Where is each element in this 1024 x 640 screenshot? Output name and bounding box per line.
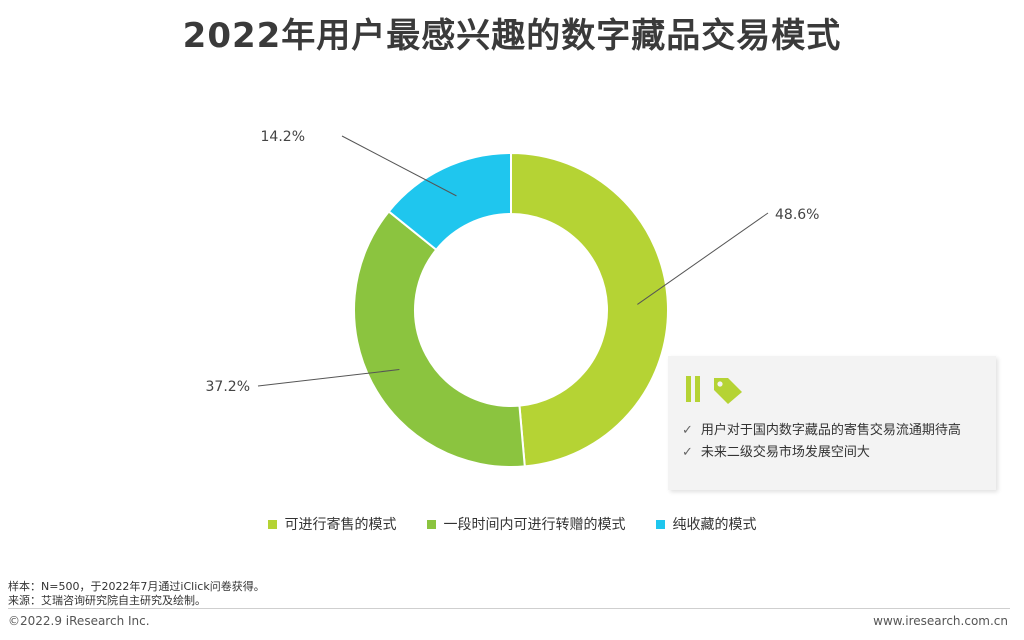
insight-item: ✓ 未来二级交易市场发展空间大 xyxy=(682,445,870,460)
slice-value-label: 37.2% xyxy=(206,379,250,395)
check-icon: ✓ xyxy=(682,423,693,438)
slice-transfer xyxy=(353,210,526,468)
page-title: 2022年用户最感兴趣的数字藏品交易模式 xyxy=(182,16,842,56)
slice-value-label: 48.6% xyxy=(775,207,819,223)
insight-box: ✓ 用户对于国内数字藏品的寄售交易流通期待高 ✓ 未来二级交易市场发展空间大 xyxy=(668,356,996,490)
quote-bars-icon xyxy=(686,376,700,402)
insight-icons xyxy=(686,376,742,404)
chart-legend: 可进行寄售的模式 一段时间内可进行转赠的模式 纯收藏的模式 xyxy=(0,514,1024,534)
leader-line xyxy=(341,135,457,197)
legend-item-resale: 可进行寄售的模式 xyxy=(267,514,397,534)
insight-list: ✓ 用户对于国内数字藏品的寄售交易流通期待高 ✓ 未来二级交易市场发展空间大 xyxy=(682,420,961,464)
legend-swatch xyxy=(426,519,436,529)
leader-line xyxy=(257,369,400,387)
legend-item-transfer: 一段时间内可进行转赠的模式 xyxy=(426,514,626,534)
check-icon: ✓ xyxy=(682,445,693,460)
source-footnote: 来源：艾瑞咨询研究院自主研究及绘制。 xyxy=(8,594,206,607)
slice-resale xyxy=(510,151,669,468)
footer-divider xyxy=(8,608,1010,609)
insight-item: ✓ 用户对于国内数字藏品的寄售交易流通期待高 xyxy=(682,423,961,438)
website-link[interactable]: www.iresearch.com.cn xyxy=(873,614,1008,628)
legend-item-collect: 纯收藏的模式 xyxy=(655,514,757,534)
leader-line xyxy=(637,212,769,305)
tag-icon xyxy=(714,378,742,404)
legend-swatch xyxy=(655,519,665,529)
slice-value-label: 14.2% xyxy=(261,129,305,145)
copyright-text: ©2022.9 iResearch Inc. xyxy=(8,614,150,628)
sample-footnote: 样本：N=500，于2022年7月通过iClick问卷获得。 xyxy=(8,580,265,593)
legend-swatch xyxy=(267,519,277,529)
slice-collect xyxy=(387,151,512,252)
